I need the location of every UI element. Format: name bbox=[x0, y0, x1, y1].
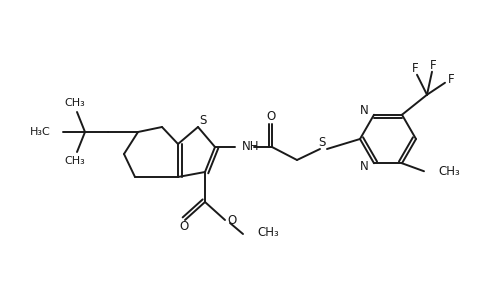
Text: O: O bbox=[180, 220, 188, 233]
Text: CH₃: CH₃ bbox=[64, 156, 86, 166]
Text: S: S bbox=[199, 114, 207, 127]
Text: S: S bbox=[318, 136, 326, 149]
Text: CH₃: CH₃ bbox=[257, 226, 279, 239]
Text: F: F bbox=[412, 62, 418, 75]
Text: CH₃: CH₃ bbox=[64, 98, 86, 108]
Text: O: O bbox=[266, 110, 276, 123]
Text: N: N bbox=[360, 160, 369, 173]
Text: H₃C: H₃C bbox=[30, 127, 51, 137]
Text: F: F bbox=[448, 73, 454, 86]
Text: NH: NH bbox=[242, 140, 259, 153]
Text: F: F bbox=[430, 59, 436, 72]
Text: N: N bbox=[360, 104, 369, 117]
Text: CH₃: CH₃ bbox=[438, 165, 460, 178]
Text: O: O bbox=[227, 214, 236, 227]
